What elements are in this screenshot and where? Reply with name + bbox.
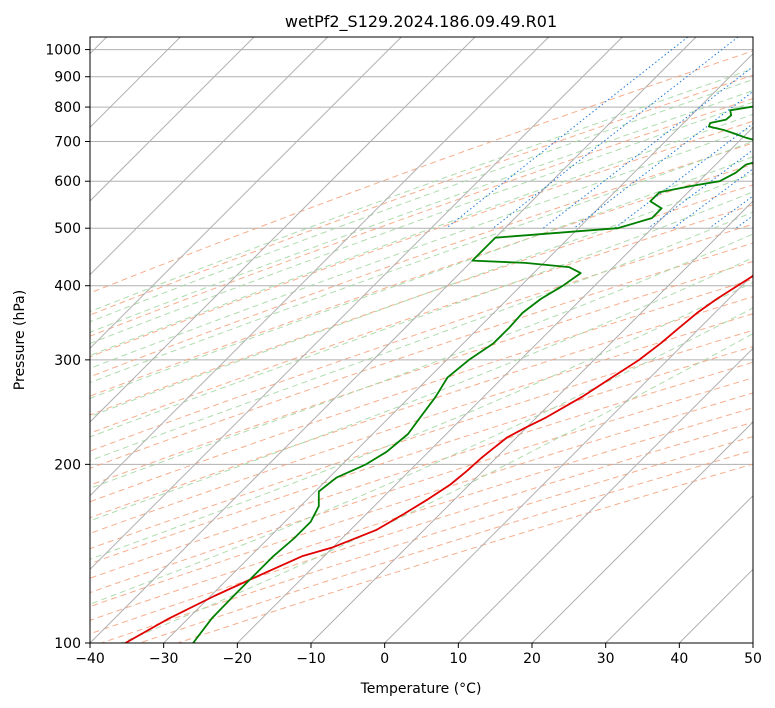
x-tick-label: 20: [523, 651, 541, 667]
temperature-profile-line: [124, 274, 753, 643]
x-tick-label: 10: [449, 651, 467, 667]
x-tick-label: 30: [597, 651, 615, 667]
chart-title: wetPf2_S129.2024.186.09.49.R01: [285, 12, 557, 32]
dry-adiabat-line: [139, 449, 753, 643]
y-tick-label: 500: [54, 221, 81, 237]
mixing-ratio-line-2: [672, 168, 753, 229]
dry-adiabat-line: [177, 463, 753, 643]
plot-background: [90, 37, 753, 643]
dry-adiabat-line: [101, 435, 753, 643]
isotherm-line--70: [90, 37, 476, 423]
isotherm-line--40: [90, 37, 697, 643]
x-tick-label: 0: [380, 651, 389, 667]
moist-adiabat-line: [120, 333, 753, 643]
dry-adiabat-line: [90, 421, 753, 635]
moist-adiabat-line: [90, 307, 753, 605]
y-tick-label: 1000: [45, 43, 81, 59]
axes: −40 −30 −20 −10 0 10 20 30 40 50 100 200 300 400 500 60…: [45, 43, 762, 667]
sounding-series: [124, 105, 753, 643]
moist-adiabat-line: [90, 78, 753, 323]
isotherm-line--60: [90, 37, 550, 497]
dry-adiabat-line: [90, 329, 753, 550]
x-tick-label: 50: [744, 651, 762, 667]
dry-adiabat-line: [90, 98, 753, 337]
isotherm-line-20: [531, 421, 753, 643]
x-tick-label: −30: [149, 651, 179, 667]
mixing-ratio-line-0.2: [492, 37, 739, 229]
moist-adiabat-line: [90, 191, 753, 438]
isotherm-line--80: [90, 37, 402, 350]
y-tick-label: 100: [54, 636, 81, 652]
mixing-ratio-line-0.6: [573, 90, 753, 229]
x-tick-label: −20: [223, 651, 253, 667]
dry-adiabats: [90, 50, 753, 643]
moist-adiabats: [90, 68, 753, 643]
isotherm-line--50: [90, 37, 623, 571]
isotherm-line--90: [90, 37, 329, 276]
dewpoint-profile-line: [192, 105, 753, 643]
isotherms: [90, 37, 753, 643]
isotherm-line--30: [163, 52, 753, 643]
x-tick-label: −40: [75, 651, 105, 667]
x-tick-label: −10: [296, 651, 326, 667]
dry-adiabat-line: [90, 50, 753, 294]
x-tick-label: 40: [670, 651, 688, 667]
moist-adiabat-line: [90, 281, 753, 560]
y-tick-label: 300: [54, 353, 81, 369]
moist-adiabat-line: [90, 113, 753, 356]
moist-adiabat-line: [90, 211, 753, 462]
y-tick-label: 600: [54, 174, 81, 190]
moist-adiabat-line: [90, 89, 753, 333]
y-tick-label: 800: [54, 100, 81, 116]
isotherm-line-30: [605, 494, 753, 643]
moist-adiabat-line: [90, 101, 753, 345]
isotherm-line--100: [90, 37, 255, 202]
isotherm-line-10: [457, 347, 753, 643]
moist-adiabat-line: [90, 172, 753, 418]
moist-adiabat-line: [90, 140, 753, 384]
y-tick-label: 900: [54, 70, 81, 86]
dry-adiabat-line: [90, 345, 753, 565]
moist-adiabat-line: [90, 68, 753, 313]
isotherm-line--10: [310, 200, 753, 643]
dry-adiabat-line: [90, 120, 753, 358]
x-axis-label: Temperature (°C): [360, 681, 482, 697]
isotherm-line-0: [384, 273, 753, 643]
dry-adiabat-line: [90, 142, 753, 378]
isotherm-line--20: [236, 126, 753, 643]
mixing-ratio-lines: [445, 37, 753, 229]
y-tick-label: 400: [54, 279, 81, 295]
mixing-ratio-line-0.4: [542, 65, 753, 229]
y-tick-label: 200: [54, 457, 81, 473]
y-axis-label: Pressure (hPa): [12, 290, 28, 390]
plot-frame: [89, 36, 754, 644]
y-tick-label: 700: [54, 134, 81, 150]
